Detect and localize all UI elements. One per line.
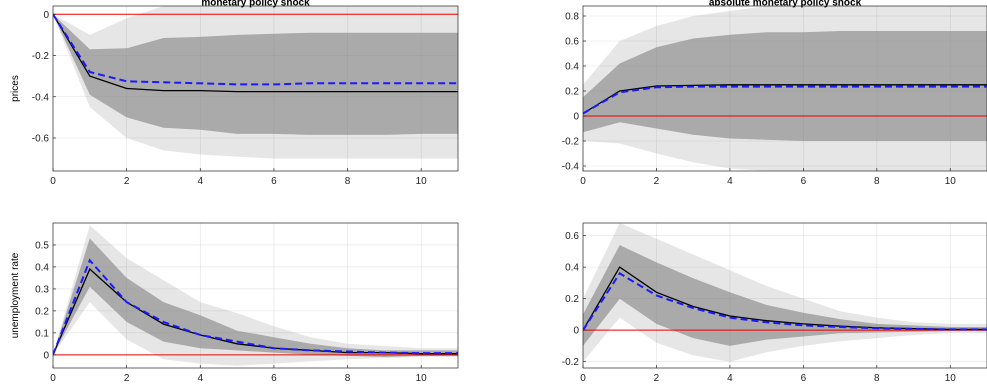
x-tick-label: 10 xyxy=(416,373,428,384)
y-axis-label: unemployment rate xyxy=(10,252,21,338)
x-tick-label: 2 xyxy=(654,373,660,384)
x-tick-label: 6 xyxy=(271,373,277,384)
x-tick-label: 6 xyxy=(801,176,807,187)
confidence-band-1 xyxy=(583,245,987,346)
x-tick-label: 2 xyxy=(124,176,130,187)
series-line-dashed xyxy=(583,272,987,331)
x-tick-label: 10 xyxy=(416,176,428,187)
x-tick-label: 0 xyxy=(580,373,586,384)
y-tick-label: 0.3 xyxy=(35,284,49,295)
y-tick-label: 0 xyxy=(573,326,579,337)
y-tick-label: 0 xyxy=(573,112,579,123)
x-tick-label: 8 xyxy=(874,373,880,384)
x-tick-label: 4 xyxy=(727,373,733,384)
confidence-band-1 xyxy=(53,14,458,135)
x-tick-label: 0 xyxy=(50,176,56,187)
plot-area xyxy=(583,6,987,171)
series-line-solid xyxy=(53,13,458,93)
confidence-band-1 xyxy=(53,238,458,357)
panel-title: monetary policy shock xyxy=(201,0,310,9)
plot-area xyxy=(583,223,987,368)
y-axis-label: prices xyxy=(10,75,21,102)
x-tick-label: 8 xyxy=(345,176,351,187)
x-tick-label: 4 xyxy=(197,373,203,384)
y-tick-label: 0.6 xyxy=(565,231,579,242)
axes-box xyxy=(52,5,459,172)
panel-3: 0 2 4 6 8 100.60.40.20-0.2 xyxy=(562,222,987,384)
y-tick-label: 0.2 xyxy=(565,87,579,98)
series-line-dashed xyxy=(583,85,987,115)
plot-area xyxy=(53,6,458,171)
x-tick-label: 4 xyxy=(197,176,203,187)
x-tick-label: 2 xyxy=(654,176,660,187)
y-tick-label: -0.4 xyxy=(562,162,580,173)
x-tick-label: 4 xyxy=(727,176,733,187)
series-line-dashed xyxy=(53,13,458,86)
y-tick-label: 0.4 xyxy=(565,263,579,274)
x-tick-label: 0 xyxy=(50,373,56,384)
y-tick-label: -0.2 xyxy=(32,51,50,62)
x-tick-label: 2 xyxy=(124,373,130,384)
y-tick-label: -0.2 xyxy=(562,357,580,368)
plot-area xyxy=(53,223,458,368)
y-tick-label: 0.2 xyxy=(35,306,49,317)
y-tick-label: -0.6 xyxy=(32,134,50,145)
x-tick-label: 0 xyxy=(580,176,586,187)
confidence-band-1 xyxy=(583,31,987,141)
y-tick-label: 0.4 xyxy=(565,62,579,73)
y-tick-label: 0 xyxy=(43,10,49,21)
y-tick-label: 0.5 xyxy=(35,240,49,251)
y-tick-label: 0.6 xyxy=(565,37,579,48)
series-line-dashed xyxy=(53,258,458,356)
y-tick-label: 0.2 xyxy=(565,294,579,305)
panel-2: 0 2 4 6 8 10 0.5 0.4 0.3 0.2 0.1 0 unemployment rate xyxy=(10,222,459,384)
axes-box xyxy=(582,222,987,369)
x-tick-label: 8 xyxy=(345,373,351,384)
y-tick-label: -0.4 xyxy=(32,92,50,103)
axes-box xyxy=(582,5,987,172)
x-tick-label: 10 xyxy=(945,176,957,187)
x-tick-label: 6 xyxy=(271,176,277,187)
y-tick-label: 0.4 xyxy=(35,262,49,273)
panel-0: 0 2 4 6 8 10 0 -0.2 -0.4 -0.6 monetary policy shoc… xyxy=(10,0,459,187)
panel-1: 0 2 4 6 8 10 0.8 0.6 0.4 0.2 0 -0.2 -0.4 absolute mon… xyxy=(562,0,987,187)
y-tick-label: 0 xyxy=(43,350,49,361)
series-line-solid xyxy=(583,84,987,115)
panel-title: absolute monetary policy shock xyxy=(709,0,862,9)
y-tick-label: 0.8 xyxy=(565,12,579,23)
y-tick-label: -0.2 xyxy=(562,137,580,148)
x-tick-label: 10 xyxy=(945,373,957,384)
axes-box xyxy=(52,222,459,369)
x-tick-label: 6 xyxy=(801,373,807,384)
y-tick-label: 0.1 xyxy=(35,328,49,339)
x-tick-label: 8 xyxy=(874,176,880,187)
